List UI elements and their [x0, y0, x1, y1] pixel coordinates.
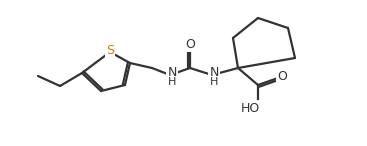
Text: O: O: [277, 71, 287, 84]
Text: N: N: [167, 66, 177, 79]
Text: S: S: [106, 45, 114, 58]
Text: N: N: [209, 66, 219, 79]
Text: H: H: [210, 77, 218, 87]
Text: H: H: [168, 77, 176, 87]
Text: HO: HO: [240, 101, 259, 114]
Text: O: O: [185, 38, 195, 51]
